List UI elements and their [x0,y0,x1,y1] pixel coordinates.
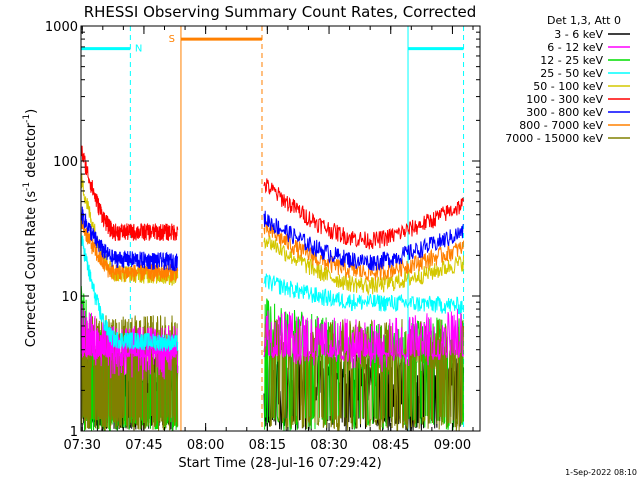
series-4-segment-1 [263,235,464,296]
series-5-segment-0 [80,145,179,242]
legend-label-2: 12 - 25 keV [540,54,603,67]
y-axis: 1 10 100 1000 [45,20,480,440]
series-1-segment-0 [80,303,179,380]
legend-label-7: 800 - 7000 keV [519,119,603,132]
x-tick-label-6: 09:00 [434,438,471,453]
x-tick-label-5: 08:45 [372,438,409,453]
series-5-segment-1 [263,178,464,250]
saa-flag-label: S [169,34,175,45]
y-tick-label-2: 100 [53,155,78,170]
plot-area: SN [80,26,465,432]
y-axis-label: Corrected Count Rate (s-1 detector-1) [22,109,39,347]
x-tick-label-4: 08:30 [310,438,347,453]
chart-title: RHESSI Observing Summary Count Rates, Co… [84,3,477,21]
legend-label-3: 25 - 50 keV [540,67,603,80]
y-axis-label-end: ) [24,109,39,114]
legend-label-0: 3 - 6 keV [554,28,603,41]
y-tick-label-0: 1 [70,425,78,440]
series-6-segment-0 [80,206,179,272]
series-3 [80,232,464,352]
y-axis-label-mid: detector [24,122,39,182]
series-8-segment-1 [263,318,464,431]
x-tick-label-1: 07:45 [125,438,162,453]
flag-layer: SN [81,34,464,55]
legend-label-6: 300 - 800 keV [526,106,603,119]
legend-label-1: 6 - 12 keV [547,41,603,54]
night-flag-label-0: N [135,44,142,55]
x-tick-label-3: 08:15 [249,438,286,453]
x-tick-label-0: 07:30 [63,438,100,453]
series-5 [80,145,464,250]
plot-frame [80,25,481,432]
legend-label-8: 7000 - 15000 keV [505,132,603,145]
y-tick-label-1: 10 [61,290,78,305]
y-axis-label-sup2: -1 [22,114,32,123]
x-tick-label-2: 08:00 [187,438,224,453]
series-6-segment-1 [263,210,464,271]
x-axis: 07:30 07:45 08:00 08:15 08:30 08:45 09:00 [63,26,474,453]
series-3-segment-0 [80,232,179,352]
legend-label-5: 100 - 300 keV [526,93,603,106]
y-axis-label-main: Corrected Count Rate (s [24,191,39,348]
y-axis-label-sup1: -1 [22,182,32,191]
legend-label-4: 50 - 100 keV [533,80,603,93]
series-3-segment-1 [263,273,464,315]
series-8-segment-0 [80,315,179,431]
y-tick-label-3: 1000 [45,20,78,35]
series-6 [80,206,464,272]
x-axis-label: Start Time (28-Jul-16 07:29:42) [178,456,381,471]
series-8 [80,315,464,431]
legend-header: Det 1,3, Att 0 [547,14,621,27]
series-1 [80,303,464,380]
series-layer [80,145,464,432]
series-1-segment-1 [263,308,464,372]
footer-date: 1-Sep-2022 08:10 [565,468,637,477]
